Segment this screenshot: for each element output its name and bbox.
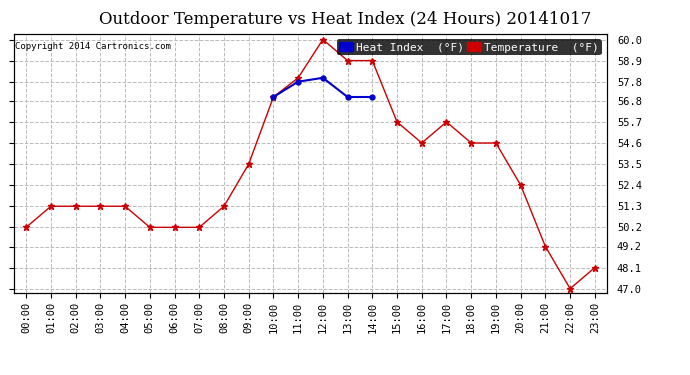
Legend: Heat Index  (°F), Temperature  (°F): Heat Index (°F), Temperature (°F) — [337, 39, 602, 55]
Text: Outdoor Temperature vs Heat Index (24 Hours) 20141017: Outdoor Temperature vs Heat Index (24 Ho… — [99, 11, 591, 28]
Text: Copyright 2014 Cartronics.com: Copyright 2014 Cartronics.com — [15, 42, 171, 51]
